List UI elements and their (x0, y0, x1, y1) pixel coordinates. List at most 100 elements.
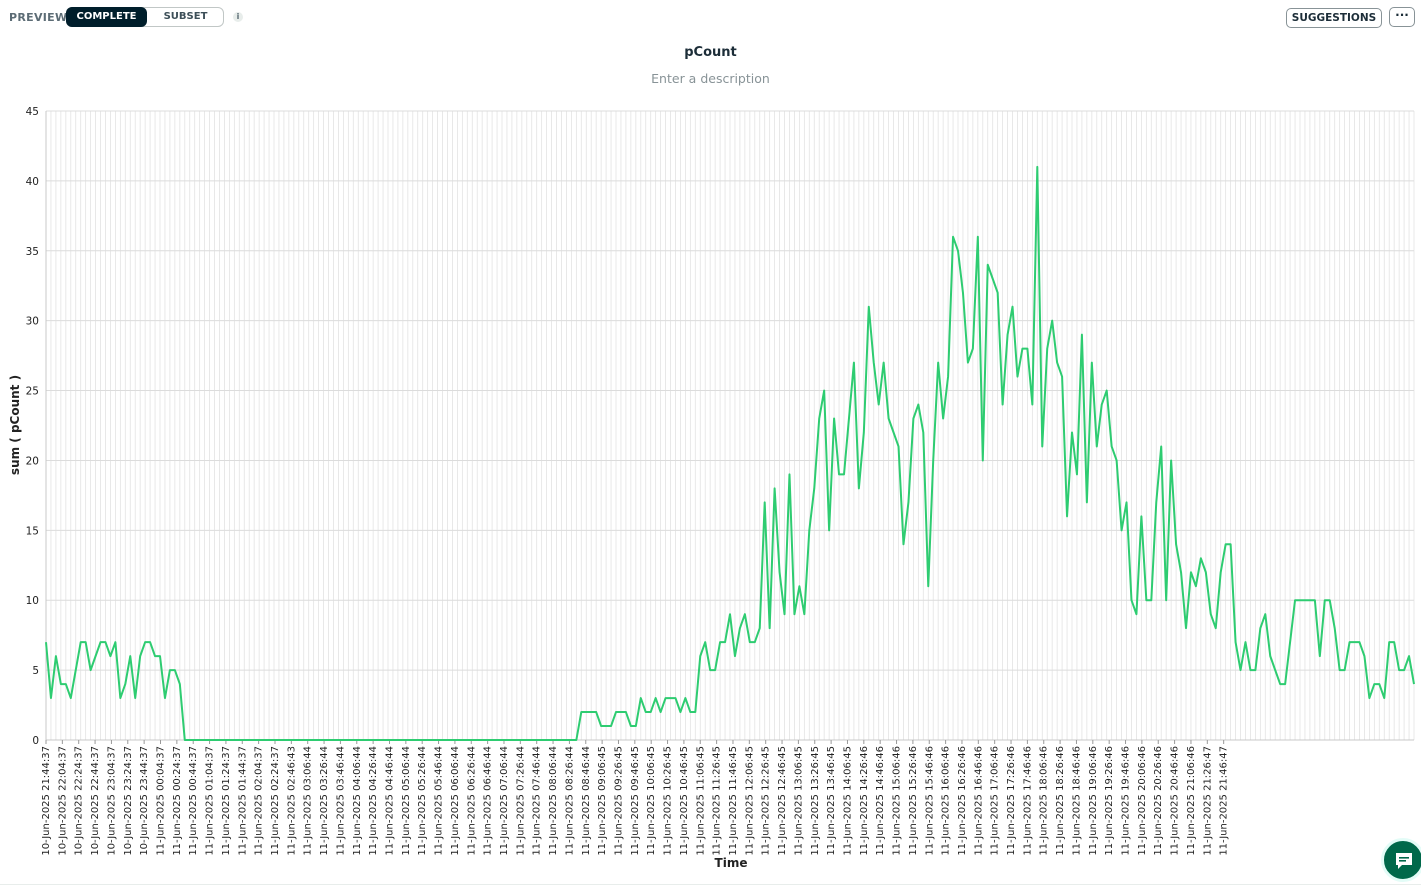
x-tick-label: 11-Jun-2025 14:26:46 (859, 746, 870, 856)
chat-bubble-icon (1396, 853, 1412, 869)
y-tick-label: 5 (32, 665, 39, 677)
x-tick-label: 11-Jun-2025 01:04:37 (205, 746, 216, 856)
chat-button[interactable] (1381, 838, 1421, 882)
x-tick-label: 11-Jun-2025 16:06:46 (941, 746, 952, 856)
x-tick-label: 11-Jun-2025 05:26:44 (417, 746, 428, 856)
x-tick-label: 11-Jun-2025 17:46:46 (1022, 746, 1033, 856)
x-tick-label: 11-Jun-2025 00:04:37 (155, 746, 166, 856)
x-tick-label: 11-Jun-2025 03:46:44 (335, 746, 346, 856)
x-tick-label: 11-Jun-2025 01:24:37 (221, 746, 232, 856)
x-tick-label: 10-Jun-2025 23:44:37 (139, 746, 150, 856)
y-tick-label: 45 (26, 106, 39, 118)
y-tick-label: 0 (32, 735, 39, 747)
x-tick-label: 11-Jun-2025 08:06:44 (548, 746, 559, 856)
x-tick-label: 11-Jun-2025 03:26:44 (319, 746, 330, 856)
x-tick-label: 11-Jun-2025 04:46:44 (384, 746, 395, 856)
x-tick-label: 11-Jun-2025 19:06:46 (1088, 746, 1099, 856)
y-tick-label: 10 (26, 595, 39, 607)
x-tick-label: 11-Jun-2025 19:26:46 (1104, 746, 1115, 856)
x-tick-label: 11-Jun-2025 20:06:46 (1137, 746, 1148, 856)
chart-title[interactable]: pCount (684, 45, 737, 60)
y-tick-label: 25 (26, 386, 39, 398)
x-tick-label: 10-Jun-2025 22:04:37 (57, 746, 68, 856)
x-tick-label: 11-Jun-2025 02:24:37 (270, 746, 281, 856)
x-tick-label: 11-Jun-2025 12:06:45 (744, 746, 755, 856)
x-tick-label: 10-Jun-2025 23:24:37 (123, 746, 134, 856)
x-tick-label: 11-Jun-2025 18:26:46 (1055, 746, 1066, 856)
x-tick-label: 11-Jun-2025 02:04:37 (254, 746, 265, 856)
x-tick-label: 11-Jun-2025 02:46:43 (286, 746, 297, 856)
x-tick-label: 11-Jun-2025 14:06:45 (842, 746, 853, 856)
x-tick-label: 11-Jun-2025 15:26:46 (908, 746, 919, 856)
x-tick-label: 11-Jun-2025 10:46:45 (679, 746, 690, 856)
x-tick-label: 11-Jun-2025 07:26:44 (515, 746, 526, 856)
x-tick-label: 11-Jun-2025 12:26:45 (761, 746, 772, 856)
more-options-button[interactable]: ··· (1389, 7, 1415, 27)
x-tick-label: 11-Jun-2025 16:26:46 (957, 746, 968, 856)
complete-mode-button[interactable]: COMPLETE (66, 7, 147, 27)
x-tick-label: 11-Jun-2025 14:46:46 (875, 746, 886, 856)
x-tick-label: 11-Jun-2025 01:44:37 (237, 746, 248, 856)
subset-mode-button[interactable]: SUBSET (163, 11, 208, 22)
x-tick-label: 11-Jun-2025 10:06:45 (646, 746, 657, 856)
x-tick-label: 11-Jun-2025 06:46:44 (483, 746, 494, 856)
x-tick-label: 11-Jun-2025 11:06:45 (695, 746, 706, 856)
y-tick-label: 35 (26, 246, 39, 258)
suggestions-button[interactable]: SUGGESTIONS (1286, 8, 1382, 28)
y-tick-label: 15 (26, 525, 39, 537)
x-tick-label: 10-Jun-2025 22:44:37 (90, 746, 101, 856)
x-tick-label: 11-Jun-2025 05:06:44 (401, 746, 412, 856)
x-tick-label: 11-Jun-2025 04:06:44 (352, 746, 363, 856)
chart-toolbar: PREVIEW COMPLETE SUBSET i SUGGESTIONS ··… (0, 0, 1421, 36)
x-tick-label: 10-Jun-2025 21:44:37 (41, 746, 52, 856)
x-tick-label: 10-Jun-2025 23:04:37 (106, 746, 117, 856)
x-tick-label: 11-Jun-2025 10:26:45 (663, 746, 674, 856)
x-tick-label: 11-Jun-2025 17:26:46 (1006, 746, 1017, 856)
x-tick-label: 11-Jun-2025 17:06:46 (990, 746, 1001, 856)
preview-label: PREVIEW (9, 11, 68, 24)
x-tick-label: 11-Jun-2025 20:46:46 (1170, 746, 1181, 856)
info-icon[interactable]: i (233, 12, 243, 22)
y-tick-label: 20 (26, 455, 39, 467)
x-tick-label: 11-Jun-2025 13:06:45 (793, 746, 804, 856)
x-tick-label: 11-Jun-2025 21:46:47 (1219, 746, 1230, 856)
x-tick-label: 11-Jun-2025 04:26:44 (368, 746, 379, 856)
sample-mode-toggle: COMPLETE SUBSET (66, 7, 224, 27)
x-tick-label: 11-Jun-2025 00:24:37 (172, 746, 183, 856)
x-tick-label: 11-Jun-2025 06:06:44 (450, 746, 461, 856)
x-axis-title: Time (715, 856, 748, 870)
chart-description-input[interactable]: Enter a description (651, 71, 770, 86)
x-tick-label: 11-Jun-2025 09:26:45 (613, 746, 624, 856)
x-tick-label: 11-Jun-2025 18:06:46 (1039, 746, 1050, 856)
x-tick-label: 11-Jun-2025 05:46:44 (434, 746, 445, 856)
x-tick-label: 11-Jun-2025 13:26:45 (810, 746, 821, 856)
x-tick-label: 11-Jun-2025 15:46:46 (924, 746, 935, 856)
x-tick-label: 11-Jun-2025 07:46:44 (532, 746, 543, 856)
x-tick-label: 11-Jun-2025 18:46:46 (1071, 746, 1082, 856)
y-tick-label: 30 (26, 316, 39, 328)
x-tick-label: 11-Jun-2025 09:46:45 (630, 746, 641, 856)
x-tick-label: 11-Jun-2025 11:46:45 (728, 746, 739, 856)
y-tick-label: 40 (26, 176, 39, 188)
x-tick-label: 11-Jun-2025 21:06:46 (1186, 746, 1197, 856)
x-tick-label: 11-Jun-2025 06:26:44 (466, 746, 477, 856)
x-tick-label: 11-Jun-2025 15:06:46 (892, 746, 903, 856)
y-axis-title: sum ( pCount ) (8, 375, 22, 475)
x-tick-label: 11-Jun-2025 07:06:44 (499, 746, 510, 856)
x-tick-label: 11-Jun-2025 11:26:45 (712, 746, 723, 856)
x-tick-label: 11-Jun-2025 20:26:46 (1153, 746, 1164, 856)
x-tick-label: 11-Jun-2025 03:06:44 (303, 746, 314, 856)
x-tick-label: 11-Jun-2025 16:46:46 (973, 746, 984, 856)
x-tick-label: 10-Jun-2025 22:24:37 (74, 746, 85, 856)
x-tick-label: 11-Jun-2025 00:44:37 (188, 746, 199, 856)
x-tick-label: 11-Jun-2025 08:26:44 (564, 746, 575, 856)
x-tick-label: 11-Jun-2025 21:26:47 (1202, 746, 1213, 856)
x-tick-label: 11-Jun-2025 13:46:45 (826, 746, 837, 856)
x-tick-label: 11-Jun-2025 12:46:45 (777, 746, 788, 856)
x-tick-label: 11-Jun-2025 08:46:44 (581, 746, 592, 856)
x-tick-label: 11-Jun-2025 19:46:46 (1121, 746, 1132, 856)
x-tick-label: 11-Jun-2025 09:06:45 (597, 746, 608, 856)
series-line-pcount (45, 165, 1415, 741)
divider (0, 884, 1421, 885)
